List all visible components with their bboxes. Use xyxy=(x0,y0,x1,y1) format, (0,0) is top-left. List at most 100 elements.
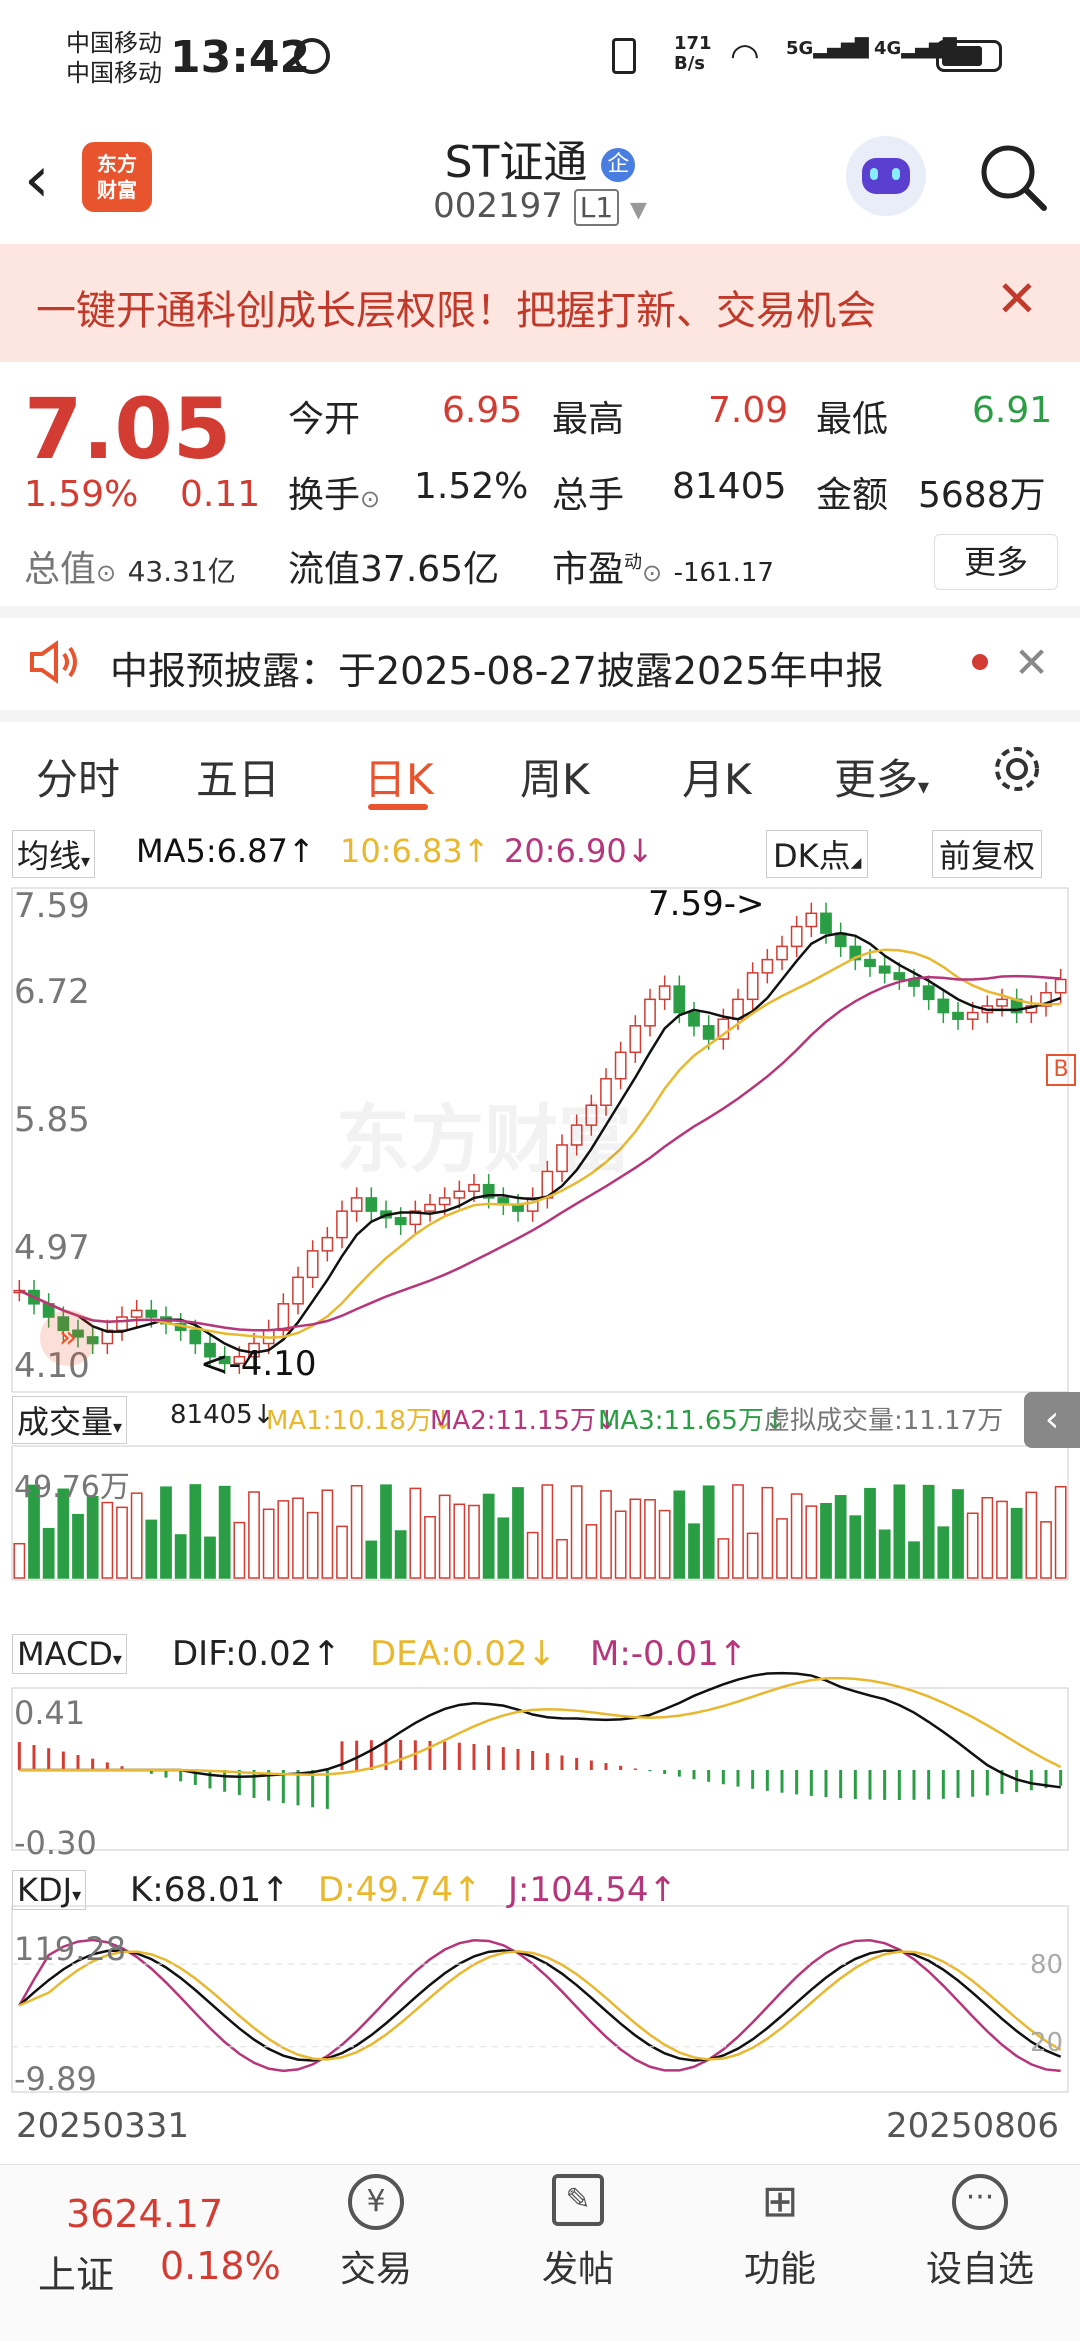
volume-bar xyxy=(468,1504,480,1579)
settings-gear-icon[interactable] xyxy=(990,742,1044,796)
watermark: 东方财富 xyxy=(336,1097,632,1183)
buy-marker[interactable]: B xyxy=(1046,1054,1076,1086)
nav-trade[interactable]: ¥ 交易 xyxy=(306,2174,446,2292)
volume-bar xyxy=(761,1486,774,1579)
battery-icon xyxy=(936,40,1002,72)
volume-bar xyxy=(86,1495,99,1579)
volume-bar xyxy=(116,1506,128,1579)
volume-bar xyxy=(204,1536,216,1579)
volume-bar xyxy=(28,1484,40,1579)
candle-body xyxy=(761,958,774,974)
tab-intraday[interactable]: 分时 xyxy=(36,755,121,804)
kline-chart[interactable] xyxy=(0,880,1080,2140)
dea-line xyxy=(19,1676,1062,1776)
volume-bar xyxy=(805,1505,818,1579)
candle-body xyxy=(189,1329,202,1345)
candle-body xyxy=(72,1329,84,1338)
level-badge: L1 xyxy=(573,189,620,226)
assistant-robot-icon[interactable] xyxy=(846,136,926,216)
candle-body xyxy=(570,1124,583,1146)
volume-bar xyxy=(600,1490,612,1579)
volume-bar xyxy=(189,1484,202,1579)
nav-watchlist[interactable]: ··· 设自选 xyxy=(910,2174,1050,2292)
candle-body xyxy=(145,1309,158,1318)
turnover-label: 换手⊙ xyxy=(288,475,381,516)
volume-bar xyxy=(233,1521,246,1579)
volume-selector[interactable]: 成交量▾ xyxy=(12,1396,128,1444)
index-value[interactable]: 3624.17 xyxy=(66,2192,224,2236)
candle-body xyxy=(688,1011,700,1027)
promo-banner[interactable] xyxy=(0,244,1080,362)
collapse-panel-icon[interactable]: ‹ xyxy=(1024,1392,1080,1448)
volume-bar xyxy=(570,1485,583,1579)
close-icon[interactable]: ✕ xyxy=(1014,638,1050,687)
panel-frame xyxy=(11,1687,1069,1851)
y-label-0: 7.59 xyxy=(14,886,90,926)
back-icon[interactable]: ‹ xyxy=(24,143,50,217)
kdj-j: J:104.54↑ xyxy=(508,1870,677,1910)
volume-bar xyxy=(864,1487,876,1579)
volume-ma2: MA2:11.15万↓ xyxy=(430,1406,618,1436)
dk-point-button[interactable]: DK点◢ xyxy=(766,830,869,878)
high-value: 7.09 xyxy=(708,390,789,431)
candle-body xyxy=(658,985,671,1001)
amount-label: 金额 xyxy=(816,475,889,516)
volume-y-label: 49.76万 xyxy=(14,1470,130,1505)
notice-text[interactable]: 中报预披露：于2025-08-27披露2025年中报 xyxy=(110,649,884,693)
index-name[interactable]: 上证 xyxy=(38,2253,115,2297)
yen-icon: ¥ xyxy=(348,2174,404,2230)
nav-post[interactable]: ✎ 发帖 xyxy=(508,2174,648,2292)
change-pct: 1.59% xyxy=(24,474,139,515)
volume-bar xyxy=(160,1486,172,1579)
pe-ratio: 市盈动⊙ -161.17 xyxy=(552,549,774,590)
candle-body xyxy=(556,1144,568,1173)
stock-code[interactable]: 002197 L1 ▼ xyxy=(433,186,647,226)
volume-bar xyxy=(996,1500,1008,1579)
tab-more[interactable]: 更多▾ xyxy=(834,755,930,804)
volume-bar xyxy=(526,1531,539,1579)
volume-bar xyxy=(673,1490,686,1579)
y-label-2: 5.85 xyxy=(14,1100,90,1140)
adjust-button[interactable]: 前复权 xyxy=(932,830,1043,878)
volume-bar xyxy=(277,1500,290,1579)
high-label: 最高 xyxy=(552,399,625,440)
active-tab-indicator xyxy=(368,804,428,810)
tab-daily-k[interactable]: 日K xyxy=(364,755,434,804)
close-icon[interactable]: ✕ xyxy=(996,270,1038,328)
candle-body xyxy=(394,1217,407,1226)
volume-bar xyxy=(966,1512,979,1579)
macd-selector[interactable]: MACD▾ xyxy=(12,1634,127,1674)
volume-bar xyxy=(350,1484,363,1579)
volume-bar xyxy=(893,1484,906,1579)
search-icon[interactable] xyxy=(976,140,1048,212)
volume-bar xyxy=(174,1534,187,1579)
app-logo[interactable]: 东方 财富 xyxy=(82,142,152,212)
divider xyxy=(0,606,1080,618)
vibrate-icon xyxy=(612,38,636,74)
promo-banner-text[interactable]: 一键开通科创成长层权限！把握打新、交易机会 xyxy=(36,288,876,334)
index-change[interactable]: 0.18% xyxy=(160,2244,281,2288)
candle-body xyxy=(321,1236,334,1252)
more-button[interactable]: 更多 xyxy=(934,534,1058,590)
y-label-3: 4.97 xyxy=(14,1228,90,1268)
macd-y-bottom: -0.30 xyxy=(14,1824,97,1862)
dropdown-icon[interactable]: ▼ xyxy=(629,198,647,223)
volume-bar xyxy=(629,1498,642,1579)
ma-selector[interactable]: 均线▾ xyxy=(12,830,96,878)
volume-bar xyxy=(1040,1521,1052,1579)
expand-history-icon[interactable]: » xyxy=(40,1310,96,1366)
kdj-selector[interactable]: KDJ▾ xyxy=(12,1870,87,1910)
speaker-icon xyxy=(30,640,77,684)
volume-bar xyxy=(541,1484,554,1579)
candle-body xyxy=(937,998,950,1014)
tab-weekly-k[interactable]: 周K xyxy=(520,755,590,804)
nav-functions[interactable]: ⊞ 功能 xyxy=(743,2176,816,2290)
candle-body xyxy=(277,1303,290,1332)
volume-bar xyxy=(658,1509,671,1579)
tab-five-day[interactable]: 五日 xyxy=(196,755,281,804)
volume-bar xyxy=(380,1484,392,1579)
volume-bar xyxy=(497,1517,510,1579)
tab-monthly-k[interactable]: 月K xyxy=(682,755,752,804)
current-price: 7.05 xyxy=(24,380,232,478)
amount-value: 5688万 xyxy=(918,475,1046,516)
